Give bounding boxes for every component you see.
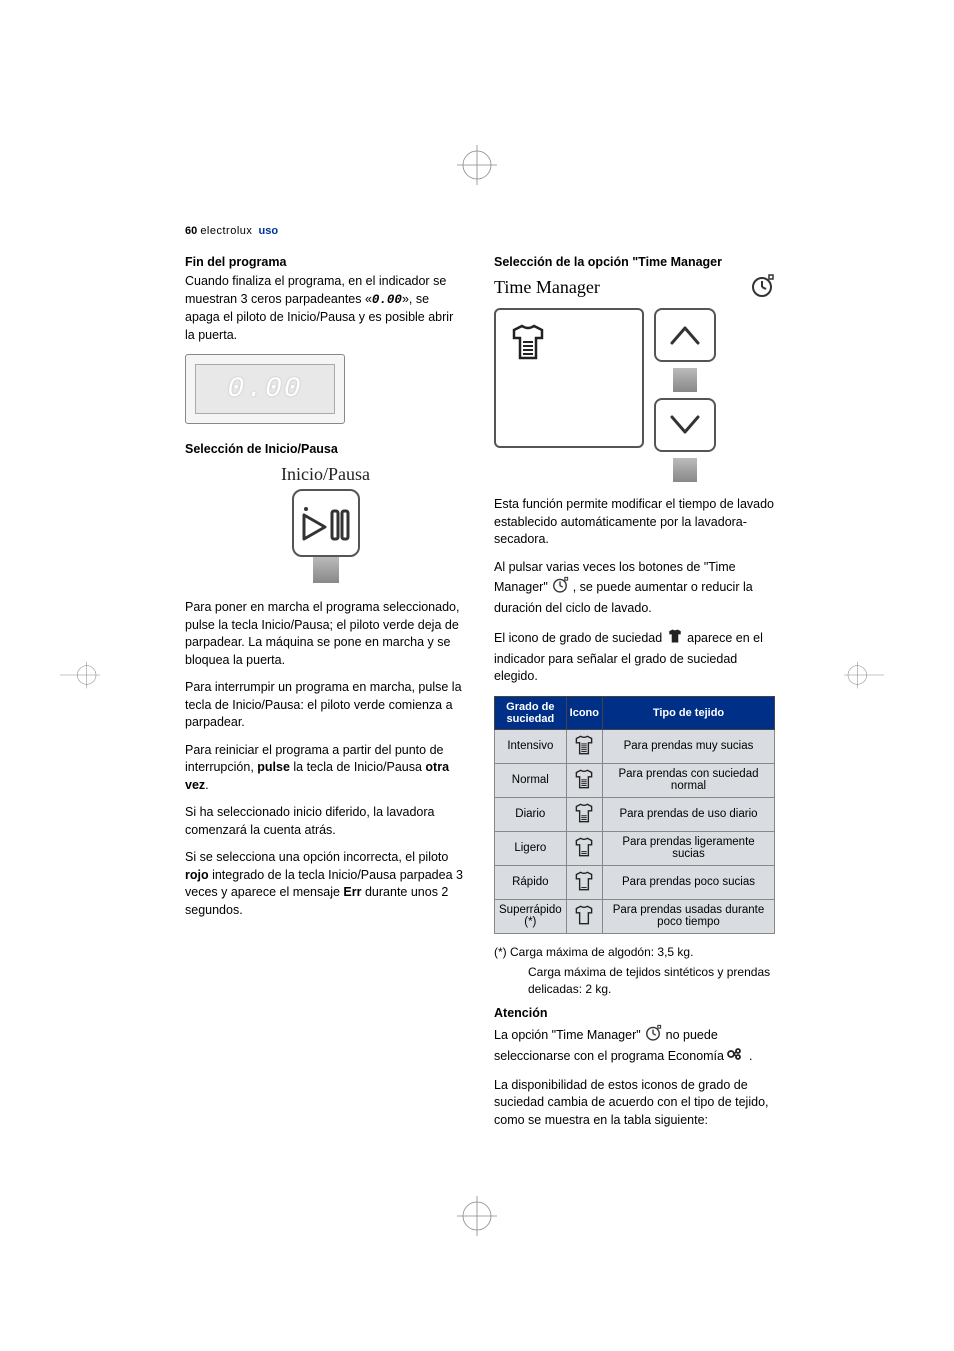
- text: El icono de grado de suciedad: [494, 631, 666, 645]
- text: la tecla de Inicio/Pausa: [290, 760, 426, 774]
- left-column: Fin del programa Cuando finaliza el prog…: [185, 255, 466, 1139]
- right-column: Selección de la opción "Time Manager Tim…: [494, 255, 775, 1139]
- clock-icon: [551, 576, 569, 600]
- start-pause-icon: [292, 489, 360, 557]
- bold: pulse: [257, 760, 290, 774]
- cell-level: Normal: [495, 763, 567, 797]
- footnote-2: Carga máxima de tejidos sintéticos y pre…: [528, 964, 775, 998]
- text: .: [745, 1049, 752, 1063]
- para-start: Para poner en marcha el programa selecci…: [185, 599, 466, 669]
- para-interrupt: Para interrumpir un programa en marcha, …: [185, 679, 466, 732]
- text: .: [205, 778, 208, 792]
- crop-mark-top: [457, 145, 497, 185]
- tm-label: Time Manager: [494, 277, 600, 298]
- cell-icon: [566, 899, 602, 933]
- end-program-title: Fin del programa: [185, 255, 466, 269]
- crop-mark-right: [844, 655, 884, 695]
- footnote-1: (*) Carga máxima de algodón: 3,5 kg.: [516, 944, 775, 961]
- table-row: Rápido Para prendas poco sucias: [495, 865, 775, 899]
- crop-mark-bottom: [457, 1196, 497, 1236]
- cell-icon: [566, 831, 602, 865]
- tm-down-button: [654, 398, 716, 452]
- attention-para1: La opción "Time Manager" no puede selecc…: [494, 1024, 775, 1067]
- page-content: 60 electrolux uso Fin del programa Cuand…: [185, 225, 775, 1139]
- start-pause-title: Selección de Inicio/Pausa: [185, 442, 466, 456]
- button-stem: [313, 557, 339, 583]
- table-row: Intensivo Para prendas muy sucias: [495, 729, 775, 763]
- cell-level: Rápido: [495, 865, 567, 899]
- table-row: Normal Para prendas con suciedad normal: [495, 763, 775, 797]
- clock-icon: [749, 273, 775, 302]
- cell-desc: Para prendas ligeramente sucias: [603, 831, 775, 865]
- start-pause-button-graphic: [185, 489, 466, 583]
- start-pause-label: Inicio/Pausa: [185, 464, 466, 485]
- cell-level: Diario: [495, 797, 567, 831]
- cell-icon: [566, 865, 602, 899]
- bold: Err: [343, 885, 361, 899]
- page-header: 60 electrolux uso: [185, 225, 775, 237]
- tm-panel-graphic: [494, 308, 775, 482]
- col-desc: Tipo de tejido: [603, 696, 775, 729]
- cell-icon: [566, 763, 602, 797]
- bold: rojo: [185, 868, 209, 882]
- para-error: Si se selecciona una opción incorrecta, …: [185, 849, 466, 919]
- section-name: uso: [259, 225, 279, 237]
- brand-name: electrolux: [200, 225, 252, 237]
- para-delay: Si ha seleccionado inicio diferido, la l…: [185, 804, 466, 839]
- col-icon: Icono: [566, 696, 602, 729]
- economy-icon: [727, 1047, 745, 1067]
- button-stem: [673, 458, 697, 482]
- cell-icon: [566, 797, 602, 831]
- table-row: Ligero Para prendas ligeramente sucias: [495, 831, 775, 865]
- tm-up-button: [654, 308, 716, 362]
- table-row: Diario Para prendas de uso diario: [495, 797, 775, 831]
- cell-desc: Para prendas usadas durante poco tiempo: [603, 899, 775, 933]
- cell-level: Superrápido (*): [495, 899, 567, 933]
- page-number: 60: [185, 225, 197, 237]
- para-restart: Para reiniciar el programa a partir del …: [185, 742, 466, 795]
- soil-level-table: Grado de suciedad Icono Tipo de tejido I…: [494, 696, 775, 934]
- attention-para2: La disponibilidad de estos iconos de gra…: [494, 1077, 775, 1130]
- tm-label-row: Time Manager: [494, 273, 775, 302]
- button-stem: [673, 368, 697, 392]
- clock-icon: [644, 1024, 662, 1048]
- tm-display-box: [494, 308, 644, 448]
- end-program-para: Cuando finaliza el programa, en el indic…: [185, 273, 466, 344]
- cell-desc: Para prendas poco sucias: [603, 865, 775, 899]
- attention-title: Atención: [494, 1006, 775, 1020]
- cell-desc: Para prendas de uso diario: [603, 797, 775, 831]
- zero-inline: 0.00: [372, 293, 402, 307]
- cell-level: Ligero: [495, 831, 567, 865]
- tm-buttons: [654, 308, 716, 482]
- table-row: Superrápido (*) Para prendas usadas dura…: [495, 899, 775, 933]
- shirt-icon: [666, 627, 684, 651]
- tm-para2: Al pulsar varias veces los botones de "T…: [494, 559, 775, 618]
- display-graphic: 0.00: [185, 354, 345, 424]
- cell-desc: Para prendas muy sucias: [603, 729, 775, 763]
- shirt-soil-icon: [506, 320, 550, 364]
- cell-level: Intensivo: [495, 729, 567, 763]
- tm-select-title: Selección de la opción "Time Manager: [494, 255, 775, 269]
- cell-desc: Para prendas con suciedad normal: [603, 763, 775, 797]
- col-level: Grado de suciedad: [495, 696, 567, 729]
- text: Si se selecciona una opción incorrecta, …: [185, 850, 448, 864]
- cell-icon: [566, 729, 602, 763]
- crop-mark-left: [60, 655, 100, 695]
- tm-para1: Esta función permite modificar el tiempo…: [494, 496, 775, 549]
- display-value: 0.00: [195, 364, 335, 414]
- tm-para3: El icono de grado de suciedad aparece en…: [494, 627, 775, 686]
- text: La opción "Time Manager": [494, 1028, 644, 1042]
